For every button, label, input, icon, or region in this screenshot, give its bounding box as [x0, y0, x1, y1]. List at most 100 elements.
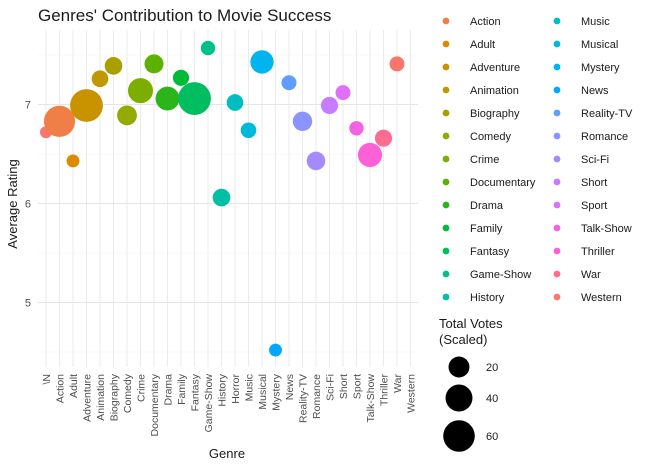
chart-title: Genres' Contribution to Movie Success [38, 6, 331, 25]
data-point [357, 142, 383, 168]
x-tick-label: Adventure [82, 374, 94, 422]
legend-label: Adventure [470, 62, 520, 74]
legend-label: Crime [470, 154, 499, 166]
x-tick-label: Music [244, 374, 256, 401]
x-tick-label: Crime [136, 374, 148, 402]
legend-key [442, 293, 450, 301]
data-point [292, 111, 313, 132]
data-point [43, 105, 76, 137]
data-point [226, 94, 244, 111]
x-tick-label: Biography [109, 373, 121, 421]
x-tick-label: \N [41, 374, 53, 385]
legend-key [553, 178, 561, 186]
legend-label: Animation [470, 85, 519, 97]
legend-label: Sport [581, 200, 607, 212]
legend-label: History [470, 292, 505, 304]
x-tick-label: Romance [311, 374, 323, 419]
legend-key [442, 40, 450, 48]
x-tick-label: Adult [68, 374, 80, 398]
legend-label: Action [470, 16, 501, 28]
x-tick-label: Documentary [149, 373, 161, 436]
x-tick-label: Sport [352, 374, 364, 399]
legend-key [442, 201, 450, 209]
legend-label: News [581, 85, 609, 97]
y-tick-label: 6 [25, 199, 31, 211]
size-legend-title: Total Votes [439, 316, 503, 331]
x-tick-label: Horror [230, 374, 242, 404]
legend-label: Western [581, 292, 622, 304]
legend-key [553, 17, 561, 25]
x-tick-label: Animation [95, 374, 107, 421]
x-tick-label: Sci-Fi [325, 374, 337, 401]
x-tick-label: News [284, 374, 296, 400]
x-tick-label: Mystery [271, 373, 283, 411]
size-legend-label: 20 [486, 362, 498, 374]
legend-label: Comedy [470, 131, 511, 143]
y-tick-label: 5 [25, 298, 31, 310]
legend-label: Sci-Fi [581, 154, 609, 166]
legend-key [442, 178, 450, 186]
x-tick-label: History [217, 373, 229, 406]
x-tick-label: Musical [257, 374, 269, 410]
size-legend-key [443, 420, 475, 452]
data-point [374, 129, 393, 147]
legend-label: Thriller [581, 246, 615, 258]
x-tick-label: Reality-TV [298, 374, 310, 423]
x-tick-label: Fantasy [190, 373, 202, 411]
data-point [335, 85, 351, 101]
legend-key [442, 247, 450, 255]
x-tick-label: Short [338, 374, 350, 399]
data-point [269, 343, 282, 357]
legend-label: Game-Show [470, 269, 531, 281]
legend-key [553, 247, 561, 255]
x-axis-label: Genre [209, 446, 245, 461]
legend-label: Reality-TV [581, 108, 633, 120]
x-tick-label: War [392, 373, 404, 392]
legend-key [553, 155, 561, 163]
legend-label: Drama [470, 200, 504, 212]
legend-label: Short [581, 177, 607, 189]
legend-key [442, 270, 450, 278]
data-point [212, 188, 231, 207]
x-tick-label: Game-Show [203, 374, 215, 433]
legend-key [553, 40, 561, 48]
data-point [240, 122, 257, 139]
x-tick-label: Thriller [379, 374, 391, 407]
size-legend-label: 40 [486, 393, 498, 405]
legend-key [442, 132, 450, 140]
data-point [66, 154, 80, 168]
data-point [349, 121, 364, 136]
legend-key [553, 63, 561, 71]
legend-key [442, 63, 450, 71]
legend-key [553, 224, 561, 232]
legend-label: Adult [470, 39, 495, 51]
data-point [320, 96, 339, 115]
data-points [39, 40, 405, 357]
legend-key [553, 132, 561, 140]
legend-key [553, 270, 561, 278]
legend-label: War [581, 269, 601, 281]
legend-key [442, 224, 450, 232]
y-axis-label: Average Rating [5, 159, 20, 248]
legend-label: Documentary [470, 177, 536, 189]
x-tick-label: Comedy [122, 373, 134, 413]
legend-key [442, 17, 450, 25]
y-tick-label: 7 [25, 100, 31, 112]
legend-key [442, 155, 450, 163]
data-point [117, 105, 137, 126]
x-tick-label: Drama [163, 374, 175, 406]
data-point [200, 40, 216, 56]
data-point [127, 78, 154, 104]
x-axis-ticks: \N Action Adult Adventure Animation Biography… [41, 373, 418, 436]
data-point [104, 57, 123, 75]
legend-label: Music [581, 16, 610, 28]
y-axis-ticks: 5 6 7 [25, 100, 31, 310]
size-legend-label: 60 [486, 431, 498, 443]
data-point [178, 82, 211, 115]
data-point [70, 89, 103, 122]
legend-label: Talk-Show [581, 223, 632, 235]
legend-label: Romance [581, 131, 628, 143]
legend-key [553, 109, 561, 117]
legend: Action Adult Adventure Animation Biography Co… [439, 16, 633, 452]
data-point [91, 70, 109, 88]
